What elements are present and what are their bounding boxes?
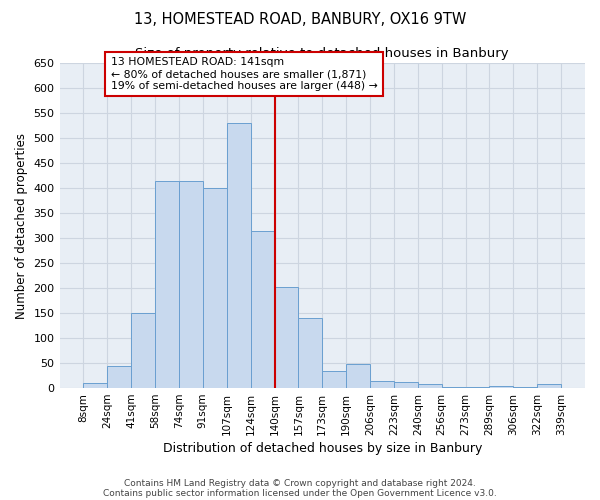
Text: 13 HOMESTEAD ROAD: 141sqm
← 80% of detached houses are smaller (1,871)
19% of se: 13 HOMESTEAD ROAD: 141sqm ← 80% of detac… bbox=[111, 58, 377, 90]
Bar bbox=[203, 188, 227, 388]
Bar bbox=[514, 387, 537, 388]
Bar bbox=[275, 287, 298, 388]
Bar bbox=[537, 384, 561, 388]
Bar bbox=[466, 387, 490, 388]
Bar bbox=[418, 384, 442, 388]
X-axis label: Distribution of detached houses by size in Banbury: Distribution of detached houses by size … bbox=[163, 442, 482, 455]
Text: Contains public sector information licensed under the Open Government Licence v3: Contains public sector information licen… bbox=[103, 489, 497, 498]
Bar bbox=[179, 180, 203, 388]
Text: Contains HM Land Registry data © Crown copyright and database right 2024.: Contains HM Land Registry data © Crown c… bbox=[124, 478, 476, 488]
Bar bbox=[322, 370, 346, 388]
Bar bbox=[155, 180, 179, 388]
Bar bbox=[83, 383, 107, 388]
Bar bbox=[490, 386, 514, 388]
Bar bbox=[131, 313, 155, 388]
Bar bbox=[298, 318, 322, 388]
Text: 13, HOMESTEAD ROAD, BANBURY, OX16 9TW: 13, HOMESTEAD ROAD, BANBURY, OX16 9TW bbox=[134, 12, 466, 28]
Title: Size of property relative to detached houses in Banbury: Size of property relative to detached ho… bbox=[136, 48, 509, 60]
Bar bbox=[346, 364, 370, 388]
Bar bbox=[394, 382, 418, 388]
Bar bbox=[227, 123, 251, 388]
Bar bbox=[442, 387, 466, 388]
Bar bbox=[107, 366, 131, 388]
Y-axis label: Number of detached properties: Number of detached properties bbox=[15, 132, 28, 318]
Bar bbox=[251, 230, 275, 388]
Bar bbox=[370, 380, 394, 388]
